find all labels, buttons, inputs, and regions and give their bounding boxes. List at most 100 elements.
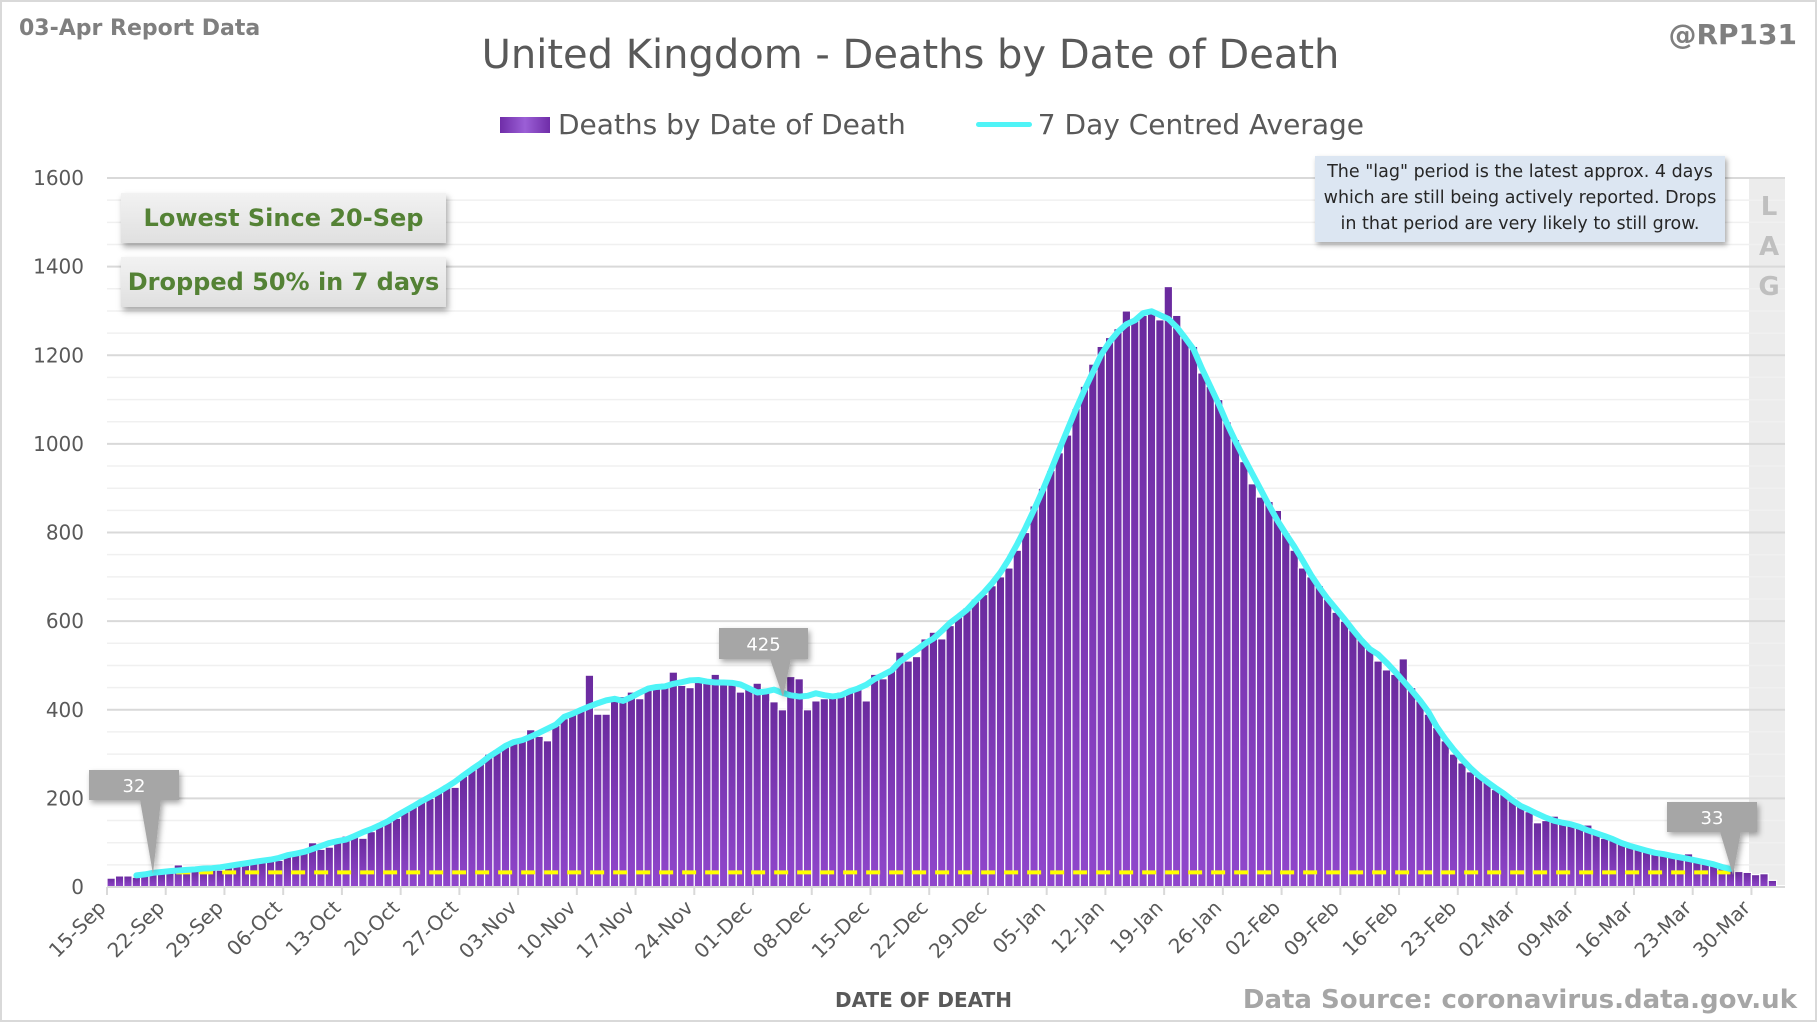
callout-box: [89, 770, 179, 800]
bar: [634, 698, 645, 888]
bar: [1222, 421, 1232, 888]
callout-label: 32: [123, 776, 146, 797]
bar: [853, 686, 863, 888]
bar: [299, 850, 309, 888]
bar: [1012, 549, 1023, 888]
callout: 33: [1667, 802, 1757, 875]
bar: [1373, 660, 1383, 888]
bar: [534, 735, 544, 888]
x-tick-label: 10-Nov: [513, 895, 581, 963]
bar: [643, 689, 653, 888]
bar: [819, 698, 830, 888]
y-tick-label: 1200: [33, 343, 84, 367]
bar: [483, 753, 494, 888]
callout-label: 33: [1701, 808, 1724, 829]
bar: [1524, 811, 1534, 888]
bar: [903, 660, 914, 888]
bar: [1322, 598, 1333, 888]
bar: [1314, 585, 1325, 888]
bar: [1029, 505, 1039, 888]
y-tick-label: 200: [46, 786, 84, 810]
bar: [492, 749, 502, 888]
bar: [316, 848, 326, 888]
x-tick-label: 30-Mar: [1688, 895, 1755, 962]
bar: [626, 691, 637, 888]
bar: [525, 729, 536, 888]
bar: [970, 598, 981, 888]
lag-letter: L: [1760, 192, 1778, 222]
bar: [869, 673, 880, 888]
bar: [1079, 385, 1090, 888]
bar: [1390, 673, 1400, 888]
y-tick-label: 0: [71, 875, 84, 899]
bar: [735, 691, 746, 888]
x-axis-title: DATE OF DEATH: [835, 988, 1012, 1012]
bar: [978, 593, 989, 888]
bar: [542, 740, 553, 888]
bar: [1624, 844, 1635, 888]
bar: [1104, 336, 1115, 888]
x-tick-label: 02-Feb: [1220, 896, 1285, 961]
bar: [559, 718, 570, 888]
bar: [190, 870, 200, 888]
legend: Deaths by Date of Death 7 Day Centred Av…: [500, 108, 1364, 141]
bar: [718, 680, 729, 888]
x-tick-label: 13-Oct: [281, 895, 346, 960]
bar: [1574, 826, 1585, 888]
legend-line-label: 7 Day Centred Average: [1037, 108, 1364, 141]
x-tick-label: 26-Jan: [1164, 896, 1227, 959]
bar: [1356, 638, 1367, 888]
dropped-percent-note: Dropped 50% in 7 days: [121, 257, 446, 307]
y-tick-label: 1000: [33, 432, 84, 456]
bar: [1071, 407, 1081, 888]
bar: [693, 680, 704, 888]
bar: [332, 839, 343, 888]
bar: [1348, 629, 1358, 888]
x-tick-label: 24-Nov: [630, 895, 698, 963]
bar: [1616, 842, 1627, 888]
bar: [341, 835, 351, 888]
callout: 425: [719, 628, 808, 697]
bar: [500, 744, 511, 888]
legend-line-swatch: [975, 122, 1032, 127]
report-date-label: 03-Apr Report Data: [19, 16, 261, 41]
bar: [383, 819, 393, 888]
bar: [442, 784, 452, 888]
x-tick-label: 03-Nov: [454, 895, 522, 963]
bar: [1146, 310, 1157, 888]
x-tick-label: 17-Nov: [571, 895, 639, 963]
bar: [1541, 819, 1551, 888]
bar: [1113, 328, 1123, 888]
bar: [660, 682, 670, 888]
bar: [962, 607, 972, 888]
bar: [878, 678, 888, 888]
x-tick-label: 09-Mar: [1512, 895, 1579, 962]
bar: [1306, 576, 1316, 888]
bar: [1205, 385, 1216, 888]
bar: [1247, 483, 1258, 888]
x-tick-label: 01-Dec: [689, 896, 756, 963]
x-tick-label: 02-Mar: [1453, 895, 1520, 962]
bar: [391, 817, 402, 888]
x-tick-label: 20-Oct: [339, 895, 404, 960]
bar: [576, 709, 586, 888]
bar: [1088, 363, 1098, 888]
bar: [1129, 319, 1140, 888]
x-tick-label: 15-Dec: [807, 896, 874, 963]
y-tick-label: 1600: [33, 166, 84, 190]
bar: [1171, 314, 1182, 888]
bar: [1599, 837, 1610, 888]
bar: [1406, 686, 1417, 888]
bar: [1197, 372, 1207, 888]
chart-title: United Kingdom - Deaths by Date of Death: [481, 32, 1340, 78]
bar: [1415, 700, 1425, 888]
bar: [1432, 726, 1442, 888]
bar: [1532, 822, 1543, 888]
bar: [1742, 871, 1753, 888]
bar: [1734, 870, 1744, 888]
bar: [844, 689, 855, 888]
bar: [400, 808, 410, 888]
bar: [1155, 319, 1165, 888]
bar: [240, 863, 251, 888]
